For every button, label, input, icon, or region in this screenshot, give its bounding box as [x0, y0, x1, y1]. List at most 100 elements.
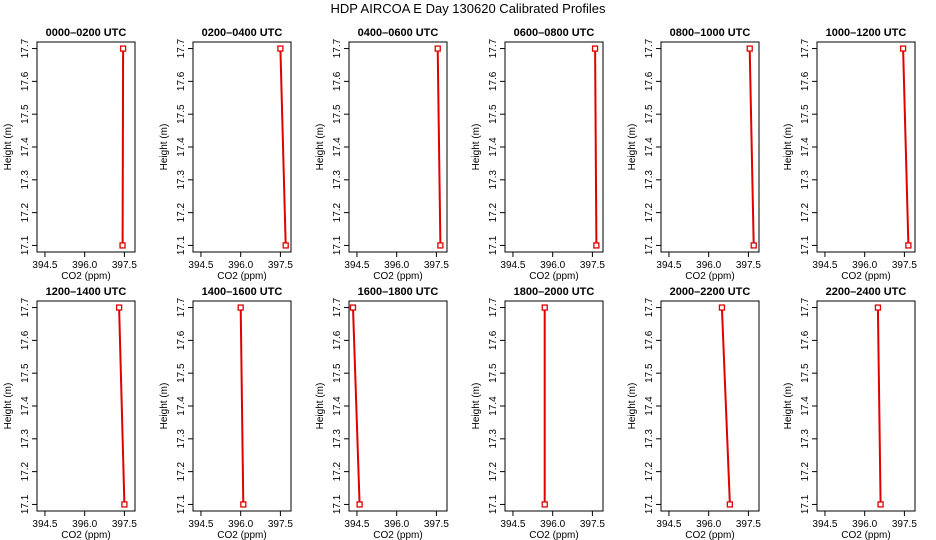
y-tick-label: 17.2: [644, 461, 655, 481]
y-tick-label: 17.5: [332, 104, 343, 124]
x-tick-label: 394.5: [500, 260, 525, 271]
figure-title: HDP AIRCOA E Day 130620 Calibrated Profi…: [330, 1, 606, 16]
x-tick-label: 397.5: [892, 260, 917, 271]
y-tick-label: 17.6: [800, 71, 811, 91]
y-tick-label: 17.1: [20, 235, 31, 255]
y-tick-label: 17.3: [800, 429, 811, 449]
y-tick-label: 17.7: [800, 297, 811, 317]
x-tick-label: 394.5: [188, 260, 213, 271]
y-tick-label: 17.5: [800, 104, 811, 124]
y-axis-label: Height (m): [315, 383, 326, 430]
profile-line: [352, 307, 361, 505]
profile-line: [436, 48, 442, 246]
data-point-marker: [349, 304, 357, 311]
y-tick-label: 17.2: [20, 461, 31, 481]
x-axis-label: CO2 (ppm): [217, 271, 266, 282]
profile-line: [239, 307, 245, 505]
data-point-marker: [356, 501, 363, 508]
x-axis-label: CO2 (ppm): [61, 271, 110, 282]
y-tick-label: 17.1: [176, 494, 187, 514]
x-tick-label: 396.0: [228, 260, 253, 271]
data-point-marker: [119, 45, 127, 52]
y-tick-label: 17.3: [20, 170, 31, 190]
x-axis-label: CO2 (ppm): [529, 530, 578, 540]
plot-frame: [816, 41, 916, 253]
y-tick-label: 17.7: [20, 297, 31, 317]
y-tick-label: 17.2: [800, 461, 811, 481]
y-tick-label: 17.4: [488, 137, 499, 157]
data-point-marker: [877, 501, 884, 508]
data-point-marker: [434, 45, 441, 52]
y-tick-label: 17.4: [644, 396, 655, 416]
y-tick-label: 17.3: [644, 170, 655, 190]
x-tick-label: 397.5: [580, 519, 605, 530]
plot-frame: [504, 41, 604, 253]
y-tick-label: 17.3: [488, 170, 499, 190]
chart-panel: 0000–0200 UTC 394.5 396.0 397.5 17.1 17.2 17.3…: [3, 27, 137, 282]
y-tick-label: 17.1: [800, 235, 811, 255]
panel-title: 1000–1200 UTC: [826, 27, 907, 39]
y-tick-label: 17.6: [332, 330, 343, 350]
x-tick-label: 396.0: [540, 519, 565, 530]
x-tick-label: 397.5: [892, 519, 917, 530]
x-axis-label: CO2 (ppm): [373, 530, 422, 540]
x-tick-label: 394.5: [656, 260, 681, 271]
x-axis-label: CO2 (ppm): [841, 530, 890, 540]
profile-line: [121, 48, 125, 246]
y-tick-label: 17.7: [800, 38, 811, 58]
x-tick-label: 394.5: [32, 519, 57, 530]
x-tick-label: 397.5: [424, 260, 449, 271]
y-tick-label: 17.4: [332, 396, 343, 416]
data-point-marker: [726, 501, 734, 508]
y-tick-label: 17.6: [20, 330, 31, 350]
panel-title: 1200–1400 UTC: [46, 286, 127, 298]
chart-panel: 1800–2000 UTC 394.5 396.0 397.5 17.1 17.2 17.3…: [471, 286, 605, 540]
y-tick-label: 17.7: [488, 38, 499, 58]
y-tick-label: 17.1: [488, 235, 499, 255]
y-tick-label: 17.1: [176, 235, 187, 255]
x-tick-label: 396.0: [384, 260, 409, 271]
data-point-marker: [591, 45, 599, 52]
panel-title: 2000–2200 UTC: [670, 286, 751, 298]
y-tick-label: 17.6: [488, 330, 499, 350]
data-point-marker: [119, 242, 126, 249]
y-tick-label: 17.4: [644, 137, 655, 157]
x-tick-label: 397.5: [580, 260, 605, 271]
y-tick-label: 17.5: [20, 363, 31, 383]
y-tick-label: 17.6: [176, 330, 187, 350]
panel-title: 0400–0600 UTC: [358, 27, 439, 39]
profile-line: [902, 48, 910, 246]
y-tick-label: 17.2: [488, 202, 499, 222]
y-tick-label: 17.2: [332, 461, 343, 481]
y-tick-label: 17.1: [332, 235, 343, 255]
data-point-marker: [746, 45, 753, 52]
x-tick-label: 394.5: [188, 519, 213, 530]
y-tick-label: 17.7: [176, 297, 187, 317]
y-tick-label: 17.4: [800, 137, 811, 157]
chart-panel: 0400–0600 UTC 394.5 396.0 397.5 17.1 17.2 17.3…: [315, 27, 449, 282]
y-tick-label: 17.2: [20, 202, 31, 222]
plot-frame: [192, 41, 292, 253]
x-tick-label: 396.0: [540, 260, 565, 271]
x-axis-label: CO2 (ppm): [217, 530, 266, 540]
chart-panel: 1400–1600 UTC 394.5 396.0 397.5 17.1 17.2 17.3…: [159, 286, 293, 540]
plot-frame: [816, 300, 916, 512]
y-tick-label: 17.5: [800, 363, 811, 383]
data-point-marker: [718, 304, 726, 311]
panel-title: 1400–1600 UTC: [202, 286, 283, 298]
panel-title: 1600–1800 UTC: [358, 286, 439, 298]
y-tick-label: 17.6: [332, 71, 343, 91]
chart-panel: 0200–0400 UTC 394.5 396.0 397.5 17.1 17.2 17.3…: [159, 27, 293, 282]
x-tick-label: 394.5: [656, 519, 681, 530]
y-tick-label: 17.6: [644, 71, 655, 91]
x-tick-label: 397.5: [424, 519, 449, 530]
y-tick-label: 17.7: [176, 38, 187, 58]
data-point-marker: [121, 501, 128, 508]
y-tick-label: 17.1: [644, 235, 655, 255]
x-tick-label: 394.5: [344, 519, 369, 530]
y-axis-label: Height (m): [783, 383, 794, 430]
y-tick-label: 17.5: [644, 363, 655, 383]
x-tick-label: 396.0: [696, 260, 721, 271]
x-axis-label: CO2 (ppm): [841, 271, 890, 282]
